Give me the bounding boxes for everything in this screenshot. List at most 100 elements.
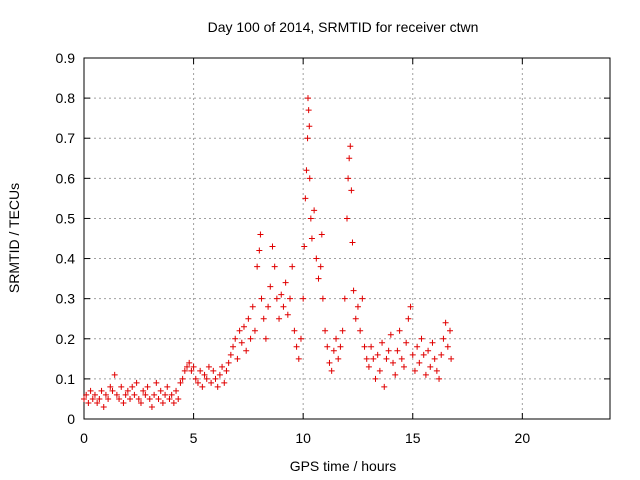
data-point — [306, 123, 313, 130]
data-point — [251, 327, 258, 334]
data-point — [354, 303, 361, 310]
data-point — [153, 379, 160, 386]
data-point — [260, 315, 267, 322]
data-point — [276, 315, 283, 322]
data-point — [186, 359, 193, 366]
data-point — [326, 359, 333, 366]
data-point — [339, 327, 346, 334]
data-point — [301, 243, 308, 250]
data-point — [219, 363, 226, 370]
data-point — [216, 371, 223, 378]
data-point — [337, 343, 344, 350]
data-point — [431, 355, 438, 362]
data-point — [223, 367, 230, 374]
data-point — [293, 343, 300, 350]
data-point — [306, 175, 313, 182]
data-point — [308, 235, 315, 242]
data-point — [335, 355, 342, 362]
data-point — [190, 363, 197, 370]
data-point — [448, 355, 455, 362]
data-point — [315, 275, 322, 282]
data-point — [214, 383, 221, 390]
data-point — [254, 263, 261, 270]
data-point — [322, 327, 329, 334]
data-point — [422, 371, 429, 378]
data-point — [289, 263, 296, 270]
data-point — [129, 383, 136, 390]
x-tick-label: 20 — [515, 430, 531, 446]
data-point — [159, 399, 166, 406]
data-point — [133, 379, 140, 386]
data-point — [447, 327, 454, 334]
data-point — [407, 303, 414, 310]
data-point — [87, 387, 94, 394]
data-point — [302, 195, 309, 202]
data-point — [307, 215, 314, 222]
data-point — [269, 243, 276, 250]
data-point — [291, 327, 298, 334]
data-point — [131, 391, 138, 398]
grid-layer — [84, 58, 610, 419]
data-point — [173, 387, 180, 394]
data-point — [265, 303, 272, 310]
y-tick-label: 0.5 — [56, 210, 76, 226]
data-point — [83, 391, 90, 398]
data-point — [372, 375, 379, 382]
data-point — [318, 231, 325, 238]
data-point — [411, 367, 418, 374]
data-point — [313, 255, 320, 262]
data-point — [444, 343, 451, 350]
y-tick-label: 0.8 — [56, 90, 76, 106]
data-point — [438, 351, 445, 358]
data-point — [236, 327, 243, 334]
data-point — [102, 391, 109, 398]
data-point — [345, 175, 352, 182]
data-point — [416, 359, 423, 366]
data-point — [257, 231, 264, 238]
data-point — [142, 391, 149, 398]
data-point — [297, 335, 304, 342]
data-point — [116, 395, 123, 402]
data-point — [333, 335, 340, 342]
plot-frame — [83, 57, 611, 420]
data-point — [135, 395, 142, 402]
data-point — [365, 363, 372, 370]
data-point — [238, 339, 245, 346]
data-point — [225, 359, 232, 366]
data-point — [192, 375, 199, 382]
data-point — [392, 371, 399, 378]
data-point — [91, 391, 98, 398]
data-point — [177, 379, 184, 386]
chart-title: Day 100 of 2014, SRMTID for receiver ctw… — [208, 19, 479, 35]
data-point — [420, 351, 427, 358]
data-point — [341, 295, 348, 302]
data-point — [403, 339, 410, 346]
data-point — [304, 95, 311, 102]
data-point — [249, 303, 256, 310]
data-point — [409, 351, 416, 358]
data-point — [271, 263, 278, 270]
data-point — [348, 187, 355, 194]
y-tick-label: 0.9 — [56, 50, 76, 66]
data-point — [96, 395, 103, 402]
data-point — [179, 375, 186, 382]
data-point — [349, 239, 356, 246]
data-point — [387, 331, 394, 338]
data-point — [282, 279, 289, 286]
data-point — [256, 247, 263, 254]
data-point — [203, 375, 210, 382]
data-point — [405, 315, 412, 322]
y-tick-label: 0.6 — [56, 170, 76, 186]
data-point — [140, 387, 147, 394]
data-point — [81, 395, 87, 402]
data-point — [162, 391, 169, 398]
y-tick-label: 0.2 — [56, 331, 76, 347]
data-point — [267, 283, 274, 290]
data-point — [385, 347, 392, 354]
data-point — [324, 343, 331, 350]
data-point — [107, 383, 114, 390]
data-point — [258, 295, 265, 302]
data-point — [361, 343, 368, 350]
data-point — [197, 367, 204, 374]
data-point — [262, 335, 269, 342]
